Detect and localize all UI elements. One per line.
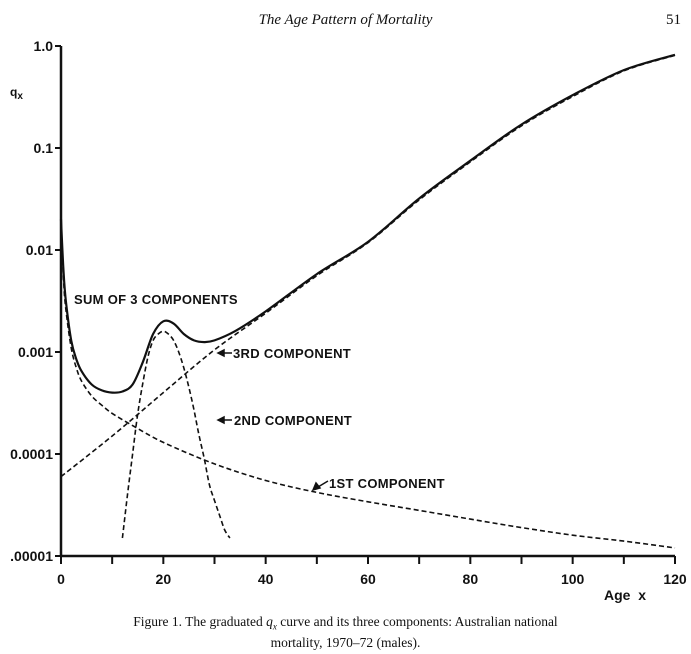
x-tick-label: 120 <box>663 571 687 587</box>
y-axis-label-sub: x <box>17 91 23 102</box>
caption-line-2: mortality, 1970–72 (males). <box>270 634 421 650</box>
arrow-1st-icon <box>311 480 329 492</box>
arrow-2nd-icon <box>216 415 232 425</box>
x-axis-label: Age x <box>604 587 646 603</box>
y-tick-label: 0.1 <box>34 140 54 156</box>
annotation-1st-group: 1ST COMPONENT <box>311 476 445 492</box>
annotation-1st: 1ST COMPONENT <box>329 476 445 491</box>
x-tick-label: 20 <box>156 571 172 587</box>
y-axis-label: qx <box>10 85 23 102</box>
x-tick-label: 0 <box>57 571 65 587</box>
caption-var: qx <box>266 614 277 632</box>
annotation-sum: SUM OF 3 COMPONENTS <box>74 292 238 307</box>
series-group <box>59 53 676 549</box>
y-tick-label: 1.0 <box>34 38 54 54</box>
running-head: The Age Pattern of Mortality <box>258 12 433 28</box>
series-3rd-component <box>60 54 676 478</box>
y-tick-label: 0.001 <box>18 344 53 360</box>
caption-suffix: curve and its three components: Australi… <box>276 614 558 629</box>
arrow-3rd-icon <box>216 348 232 358</box>
annotation-3rd-group: 3RD COMPONENT <box>216 346 351 361</box>
series-sum-of-3-components <box>59 53 676 394</box>
caption-prefix: Figure 1. The graduated <box>133 614 267 629</box>
y-tick-label: 0.0001 <box>10 446 53 462</box>
x-tick-label: 80 <box>463 571 479 587</box>
annotation-2nd: 2ND COMPONENT <box>234 413 352 428</box>
x-tick-label: 60 <box>360 571 376 587</box>
caption-line-1: Figure 1. The graduated qx curve and its… <box>0 614 691 635</box>
x-tick-label: 40 <box>258 571 274 587</box>
series-2nd-component <box>121 330 231 539</box>
figure-caption: Figure 1. The graduated qx curve and its… <box>0 614 691 650</box>
series-1st-component <box>60 219 676 549</box>
y-axis-label-q: q <box>10 85 17 99</box>
caption-var-q: q <box>266 614 273 629</box>
y-tick-label: 0.01 <box>26 242 53 258</box>
annotations: SUM OF 3 COMPONENTS 3RD COMPONENT 2ND CO… <box>74 292 445 492</box>
x-tick-label: 100 <box>561 571 585 587</box>
annotation-2nd-group: 2ND COMPONENT <box>216 413 352 428</box>
caption-var-sub: x <box>272 621 277 632</box>
annotation-3rd: 3RD COMPONENT <box>233 346 351 361</box>
page-number: 51 <box>666 12 681 28</box>
y-tick-label: .00001 <box>10 548 53 564</box>
